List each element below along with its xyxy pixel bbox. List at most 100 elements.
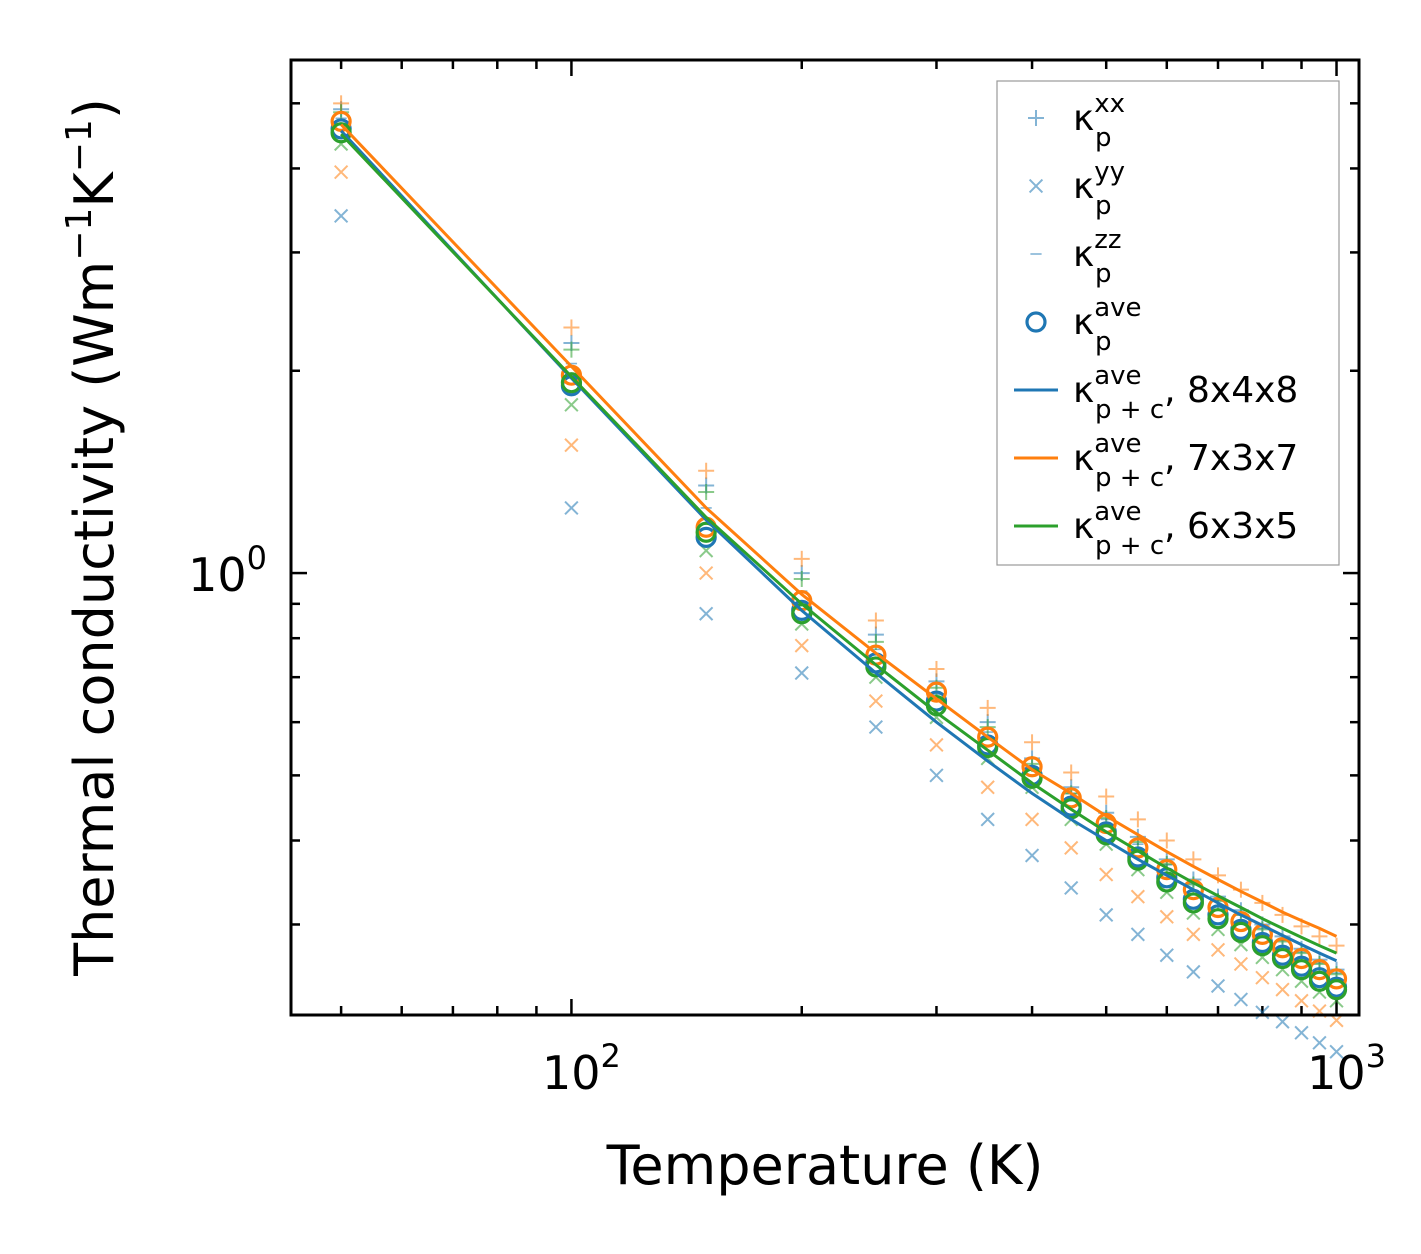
marker-plus-s5 — [979, 699, 996, 716]
marker-x-s1-b — [1159, 948, 1174, 963]
marker-x-s6-b — [1130, 889, 1145, 904]
legend-label-sub: p — [1095, 259, 1112, 289]
marker-x-s1-b — [794, 665, 809, 681]
legend-label-sup: yy — [1094, 157, 1125, 187]
marker-x-s1 — [1130, 927, 1145, 942]
marker-x-s6 — [1233, 956, 1249, 972]
marker-circle-s7 — [330, 110, 352, 132]
legend-entry: κave p + c, 8x4x8 — [1014, 361, 1298, 425]
legend-entry: κzz p — [1030, 225, 1122, 289]
plot-frame — [289, 58, 1361, 1017]
series-line-8 — [340, 123, 1338, 938]
y-axis-label: Thermal conductivity (Wm−1K−1) — [59, 98, 126, 977]
legend-label: κave p + c, 7x3x7 — [1073, 429, 1298, 493]
legend-x-symbol — [1028, 178, 1044, 194]
marker-x-s6 — [929, 737, 944, 753]
marker-circle-s7 — [1271, 937, 1294, 959]
marker-x-s6-b — [1064, 840, 1079, 856]
series-line-4 — [340, 129, 1338, 963]
x-tick-label: 103 — [1307, 1037, 1386, 1100]
marker-x-s6-b — [1210, 942, 1226, 957]
marker-circle-s11 — [1308, 970, 1331, 992]
marker-x-s1-b — [868, 719, 883, 735]
marker-x-s6-b — [1099, 867, 1114, 882]
y-axis-label-mid: K — [63, 171, 126, 208]
legend-label-base: κ — [1073, 98, 1094, 139]
marker-x-s1 — [1233, 992, 1249, 1007]
marker-x-s1 — [1294, 1025, 1309, 1040]
marker-x-s6 — [1064, 840, 1079, 856]
marker-x-s1-b — [1255, 1005, 1270, 1020]
legend-entry: κave p + c, 6x3x5 — [1014, 497, 1298, 561]
marker-x-s6-b — [794, 638, 809, 653]
marker-x-s6 — [1294, 993, 1309, 1008]
marker-x-s6-b — [868, 693, 883, 709]
marker-x-s6 — [1210, 942, 1226, 957]
y-axis-label-exp1: −1 — [59, 208, 100, 261]
marker-plus-s5 — [1129, 811, 1146, 828]
marker-x-s1-b — [1275, 1014, 1290, 1029]
legend-label: κzz p — [1073, 225, 1122, 289]
series-line-12 — [340, 133, 1338, 955]
marker-x-s6-b — [1233, 956, 1249, 972]
marker-circle-s11 — [1182, 892, 1204, 914]
legend-box — [996, 80, 1340, 566]
marker-x-s6-b — [1186, 927, 1201, 942]
marker-x-s6 — [980, 780, 995, 795]
marker-x-s6-b — [564, 438, 579, 453]
marker-x-s1 — [1159, 948, 1174, 963]
marker-x-s1-b — [980, 812, 995, 827]
marker-x-s1-b — [1329, 1044, 1344, 1059]
legend-label-base: κ — [1073, 302, 1094, 343]
marker-circle-s7 — [1230, 910, 1252, 933]
marker-plus-s5 — [867, 612, 884, 629]
legend-label: κave p + c, 6x3x5 — [1073, 497, 1298, 561]
marker-x-s1 — [794, 665, 809, 681]
legend-label-sub: p + c — [1095, 463, 1164, 493]
marker-x-s1-b — [564, 500, 579, 516]
marker-plus-s5 — [928, 660, 945, 677]
x-tick-label-exp: 3 — [1366, 1037, 1386, 1075]
x-axis-label: Temperature (K) — [606, 1134, 1044, 1197]
marker-x-s6 — [1099, 867, 1114, 882]
marker-x-s1-b — [1233, 992, 1249, 1007]
x-tick-label-base: 10 — [542, 1046, 601, 1100]
legend-circle-symbol — [1025, 311, 1047, 333]
y-axis-label-base: Thermal conductivity (Wm — [63, 261, 126, 977]
legend-plus-symbol — [1028, 110, 1044, 126]
legend-label-sub: p + c — [1095, 395, 1164, 425]
y-tick-label-base: 10 — [188, 548, 247, 602]
data-lines — [340, 123, 1338, 963]
marker-x-s1 — [1024, 848, 1040, 863]
x-tick-label: 102 — [542, 1037, 621, 1100]
marker-x-s6-b — [1294, 993, 1309, 1008]
marker-x-s6-b — [699, 565, 714, 581]
marker-circle-s11 — [1207, 908, 1229, 930]
y-tick-label: 100 — [188, 539, 267, 602]
marker-plus-s9 — [793, 570, 810, 587]
legend-x-symbol-b — [1028, 178, 1044, 194]
marker-plus-s5 — [1063, 764, 1080, 781]
legend-label-sup: ave — [1094, 293, 1141, 323]
marker-x-s6 — [1255, 970, 1270, 985]
x-tick-label-exp: 2 — [601, 1037, 621, 1075]
y-axis-label-close: ) — [63, 98, 126, 119]
marker-x-s1 — [1099, 907, 1114, 923]
legend-label: κyy p — [1073, 157, 1125, 221]
x-tick-label-base: 10 — [1307, 1046, 1366, 1100]
marker-x-s1 — [334, 208, 349, 223]
marker-x-s1 — [868, 719, 883, 735]
marker-plus-s5 — [793, 550, 810, 567]
marker-x-s1 — [699, 606, 714, 621]
legend-label-base: κ — [1073, 234, 1094, 275]
marker-x-s6 — [1130, 889, 1145, 904]
marker-circle-s11 — [1251, 935, 1273, 957]
marker-x-s6 — [794, 638, 809, 653]
marker-x-s1 — [980, 812, 995, 827]
legend-entry: κave p — [1025, 293, 1142, 357]
legend-label-suffix: , 8x4x8 — [1164, 370, 1298, 411]
marker-x-s1-b — [334, 208, 349, 223]
y-axis-label-exp2: −1 — [59, 119, 100, 172]
marker-plus-s5 — [1024, 734, 1041, 751]
